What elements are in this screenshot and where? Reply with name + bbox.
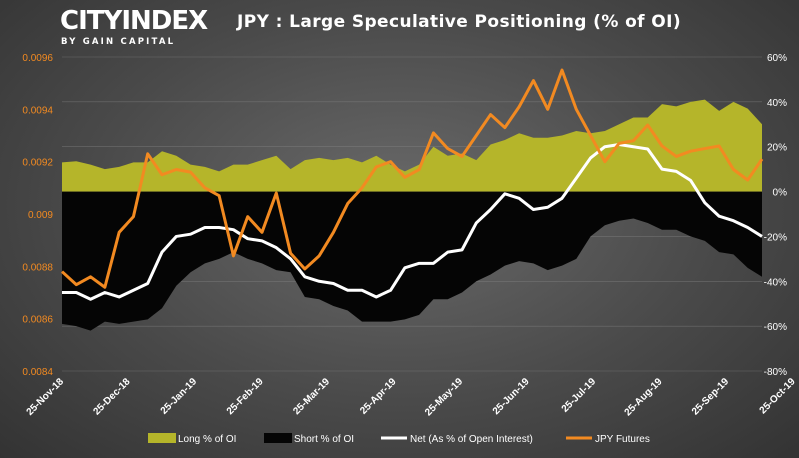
- left-axis-tick-label: 0.0088: [22, 262, 53, 273]
- right-axis-tick-label: -20%: [764, 232, 787, 243]
- right-axis-tick-label: 60%: [767, 53, 787, 64]
- long-oi-area: [62, 99, 762, 192]
- chart-title: JPY : Large Speculative Positioning (% o…: [237, 12, 682, 32]
- net-oi-line: [62, 142, 763, 301]
- x-axis-date-label: 25-Dec-18: [91, 376, 132, 417]
- x-axis-date-label: 25-Jul-19: [560, 376, 599, 415]
- right-axis-tick-label: -60%: [764, 322, 787, 333]
- x-axis-date-label: 25-Sep-19: [690, 376, 731, 417]
- right-axis-tick-label: 20%: [767, 143, 787, 154]
- x-axis-date-label: 25-Oct-19: [758, 376, 798, 416]
- legend-label: Long % of OI: [178, 434, 236, 445]
- right-axis-tick-label: 0%: [773, 188, 788, 199]
- right-axis-tick-label: -40%: [764, 277, 787, 288]
- left-axis-tick-label: 0.0092: [22, 158, 53, 169]
- jpy-futures-line: [60, 68, 764, 289]
- legend-label: Short % of OI: [294, 434, 354, 445]
- left-axis-tick-label: 0.0096: [22, 53, 53, 64]
- legend-swatch: [264, 433, 292, 443]
- short-oi-area: [62, 191, 762, 331]
- legend-label: Net (As % of Open Interest): [410, 434, 533, 445]
- x-axis-date-label: 25-Feb-19: [225, 376, 266, 417]
- legend-long: Long % of OI: [148, 433, 236, 445]
- legend-swatch: [148, 433, 176, 443]
- city-index-logo: CITYINDEX: [60, 6, 208, 36]
- x-axis-date-label: 25-May-19: [423, 376, 465, 418]
- x-axis-date-label: 25-Aug-19: [623, 376, 665, 418]
- legend-short: Short % of OI: [264, 433, 354, 445]
- legend-net: Net (As % of Open Interest): [381, 434, 533, 445]
- x-axis-date-label: 25-Jun-19: [491, 376, 532, 417]
- legend-futures: JPY Futures: [566, 434, 650, 445]
- x-axis-date-label: 25-Apr-19: [358, 376, 399, 417]
- legend-label: JPY Futures: [595, 434, 650, 445]
- right-axis-tick-label: -80%: [764, 367, 787, 378]
- right-axis-tick-label: 40%: [767, 98, 787, 109]
- left-axis-tick-label: 0.0094: [22, 105, 53, 116]
- x-axis-date-label: 25-Nov-18: [25, 376, 67, 418]
- left-axis-tick-label: 0.0086: [22, 315, 53, 326]
- left-axis-tick-label: 0.009: [28, 210, 53, 221]
- x-axis-date-label: 25-Mar-19: [291, 376, 332, 417]
- left-axis-tick-label: 0.0084: [22, 367, 53, 378]
- logo-tagline: BY GAIN CAPITAL: [61, 37, 176, 47]
- x-axis-date-label: 25-Jan-19: [159, 376, 200, 417]
